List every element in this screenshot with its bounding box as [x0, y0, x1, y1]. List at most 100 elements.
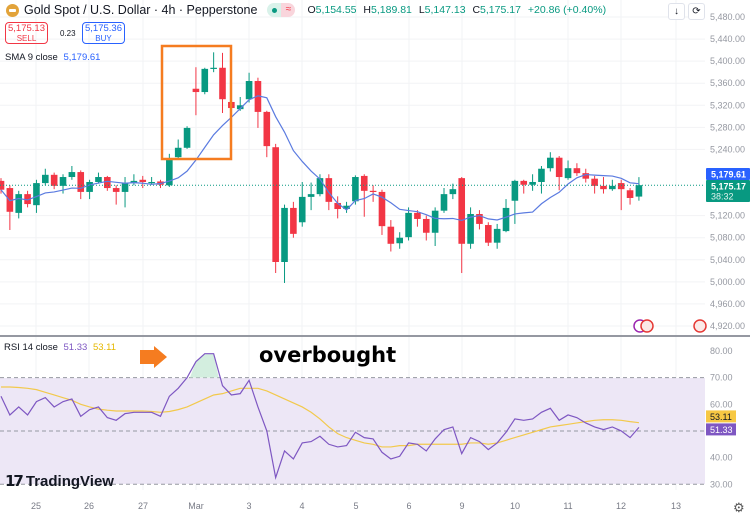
candle-body — [369, 190, 377, 193]
rsi-tag-text: 51.33 — [710, 425, 733, 435]
candle — [502, 199, 510, 233]
rsi-tag — [706, 423, 736, 436]
candle — [254, 77, 262, 128]
rsi-params: 14 close — [22, 342, 58, 353]
sma-price-tag-text: 5,179.61 — [711, 170, 746, 180]
change-value: +20.86 (+0.40%) — [527, 4, 607, 16]
candle-body — [405, 212, 412, 238]
candle — [42, 168, 49, 186]
candle — [360, 174, 368, 217]
candle-body — [555, 157, 563, 178]
candle — [104, 175, 111, 191]
candle — [467, 207, 474, 249]
countdown-text: 38:32 — [711, 192, 734, 202]
price-tick-label: 5,400.00 — [710, 56, 745, 66]
candle-body — [600, 185, 607, 190]
rsi-ma-tag-text: 53.11 — [710, 412, 732, 422]
candle-body — [236, 105, 244, 110]
candle-body — [254, 81, 262, 112]
candle — [77, 170, 85, 200]
candle-body — [502, 207, 510, 232]
tradingview-logo[interactable]: 𝟭𝟳 TradingView — [5, 472, 114, 491]
time-axis[interactable]: 25 26 27 Mar 3 4 5 6 9 10 11 12 13 — [31, 501, 681, 511]
spread-value: 0.23 — [60, 29, 76, 38]
candle-body — [378, 191, 386, 227]
candle — [422, 215, 430, 241]
time-tick-label: Mar — [188, 501, 204, 511]
candle — [272, 143, 279, 274]
candle — [440, 188, 448, 213]
sma-value: 5,179.61 — [63, 52, 101, 63]
ohlc-values: O5,154.55 H5,189.81 L5,147.13 C5,175.17 … — [303, 4, 606, 16]
candle — [290, 201, 297, 238]
candle-body — [42, 174, 49, 184]
candle — [281, 204, 288, 283]
candle-body — [591, 178, 598, 186]
economic-event-icon[interactable] — [633, 319, 707, 333]
candle — [493, 223, 501, 249]
symbol-header: Gold Spot / U.S. Dollar · 4h · Peppersto… — [6, 3, 606, 17]
low-label: L — [418, 4, 425, 16]
sell-button[interactable]: 5,175.13 SELL — [5, 22, 48, 44]
price-tick-label: 4,960.00 — [710, 299, 745, 309]
candle — [112, 185, 120, 205]
time-tick-label: 10 — [510, 501, 520, 511]
price-tick-label: 5,000.00 — [710, 277, 745, 287]
candle-body — [529, 181, 536, 185]
high-value: 5,189.81 — [371, 4, 412, 16]
time-tick-label: 25 — [31, 501, 41, 511]
candle-body — [0, 180, 5, 190]
candle-body — [458, 178, 466, 244]
price-axis[interactable]: 5,480.00 5,440.00 5,400.00 5,360.00 5,320.00… — [710, 12, 745, 489]
open-value: 5,154.55 — [315, 4, 357, 16]
candle-body — [281, 207, 288, 262]
candle — [635, 177, 643, 201]
scroll-down-button[interactable]: ↓ — [668, 3, 685, 20]
symbol-title[interactable]: Gold Spot / U.S. Dollar · 4h · Peppersto… — [24, 3, 258, 17]
status-badges[interactable]: ≈ — [267, 3, 296, 17]
candle-body — [95, 177, 102, 182]
gear-icon[interactable]: ⚙ — [733, 500, 745, 515]
overbought-fill — [189, 353, 219, 378]
candle — [431, 207, 439, 246]
buy-button[interactable]: 5,175.36 BUY — [82, 22, 125, 44]
candle — [617, 179, 625, 211]
rsi-line — [0, 353, 640, 480]
tradingview-wordmark: TradingView — [25, 472, 114, 490]
candle-body — [298, 196, 306, 223]
candle-body — [263, 111, 271, 147]
candle-body — [104, 177, 111, 189]
rsi-legend[interactable]: RSI 14 close 51.33 53.11 — [4, 342, 116, 353]
candle-body — [414, 212, 421, 219]
candle — [298, 181, 306, 227]
gold-icon — [6, 3, 19, 17]
rsi-tick-label: 40.00 — [710, 453, 733, 463]
candle — [387, 220, 395, 252]
sell-price: 5,175.13 — [8, 23, 45, 34]
candle — [414, 210, 421, 227]
candle-body — [396, 237, 403, 244]
sma-legend[interactable]: SMA 9 close 5,179.61 — [5, 52, 100, 63]
candle — [582, 168, 590, 183]
candle-body — [547, 157, 554, 169]
refresh-button[interactable]: ⟳ — [688, 3, 705, 20]
candle-body — [24, 194, 31, 205]
rsi-ma-value: 53.11 — [92, 342, 117, 353]
rsi-pane — [0, 353, 705, 485]
candle — [15, 190, 23, 219]
sma-params: 9 close — [27, 52, 58, 63]
highlight-box — [160, 44, 233, 161]
rsi-ma-tag — [706, 410, 736, 423]
candle — [201, 67, 209, 95]
candle — [405, 207, 412, 241]
candle-body — [272, 147, 279, 262]
candle-body — [68, 172, 76, 178]
candle-body — [192, 88, 200, 93]
candle-body — [112, 188, 120, 192]
candle — [219, 52, 226, 114]
candle — [307, 182, 315, 211]
candle-body — [15, 194, 23, 213]
time-tick-label: 12 — [616, 501, 626, 511]
candle-body — [50, 174, 58, 186]
